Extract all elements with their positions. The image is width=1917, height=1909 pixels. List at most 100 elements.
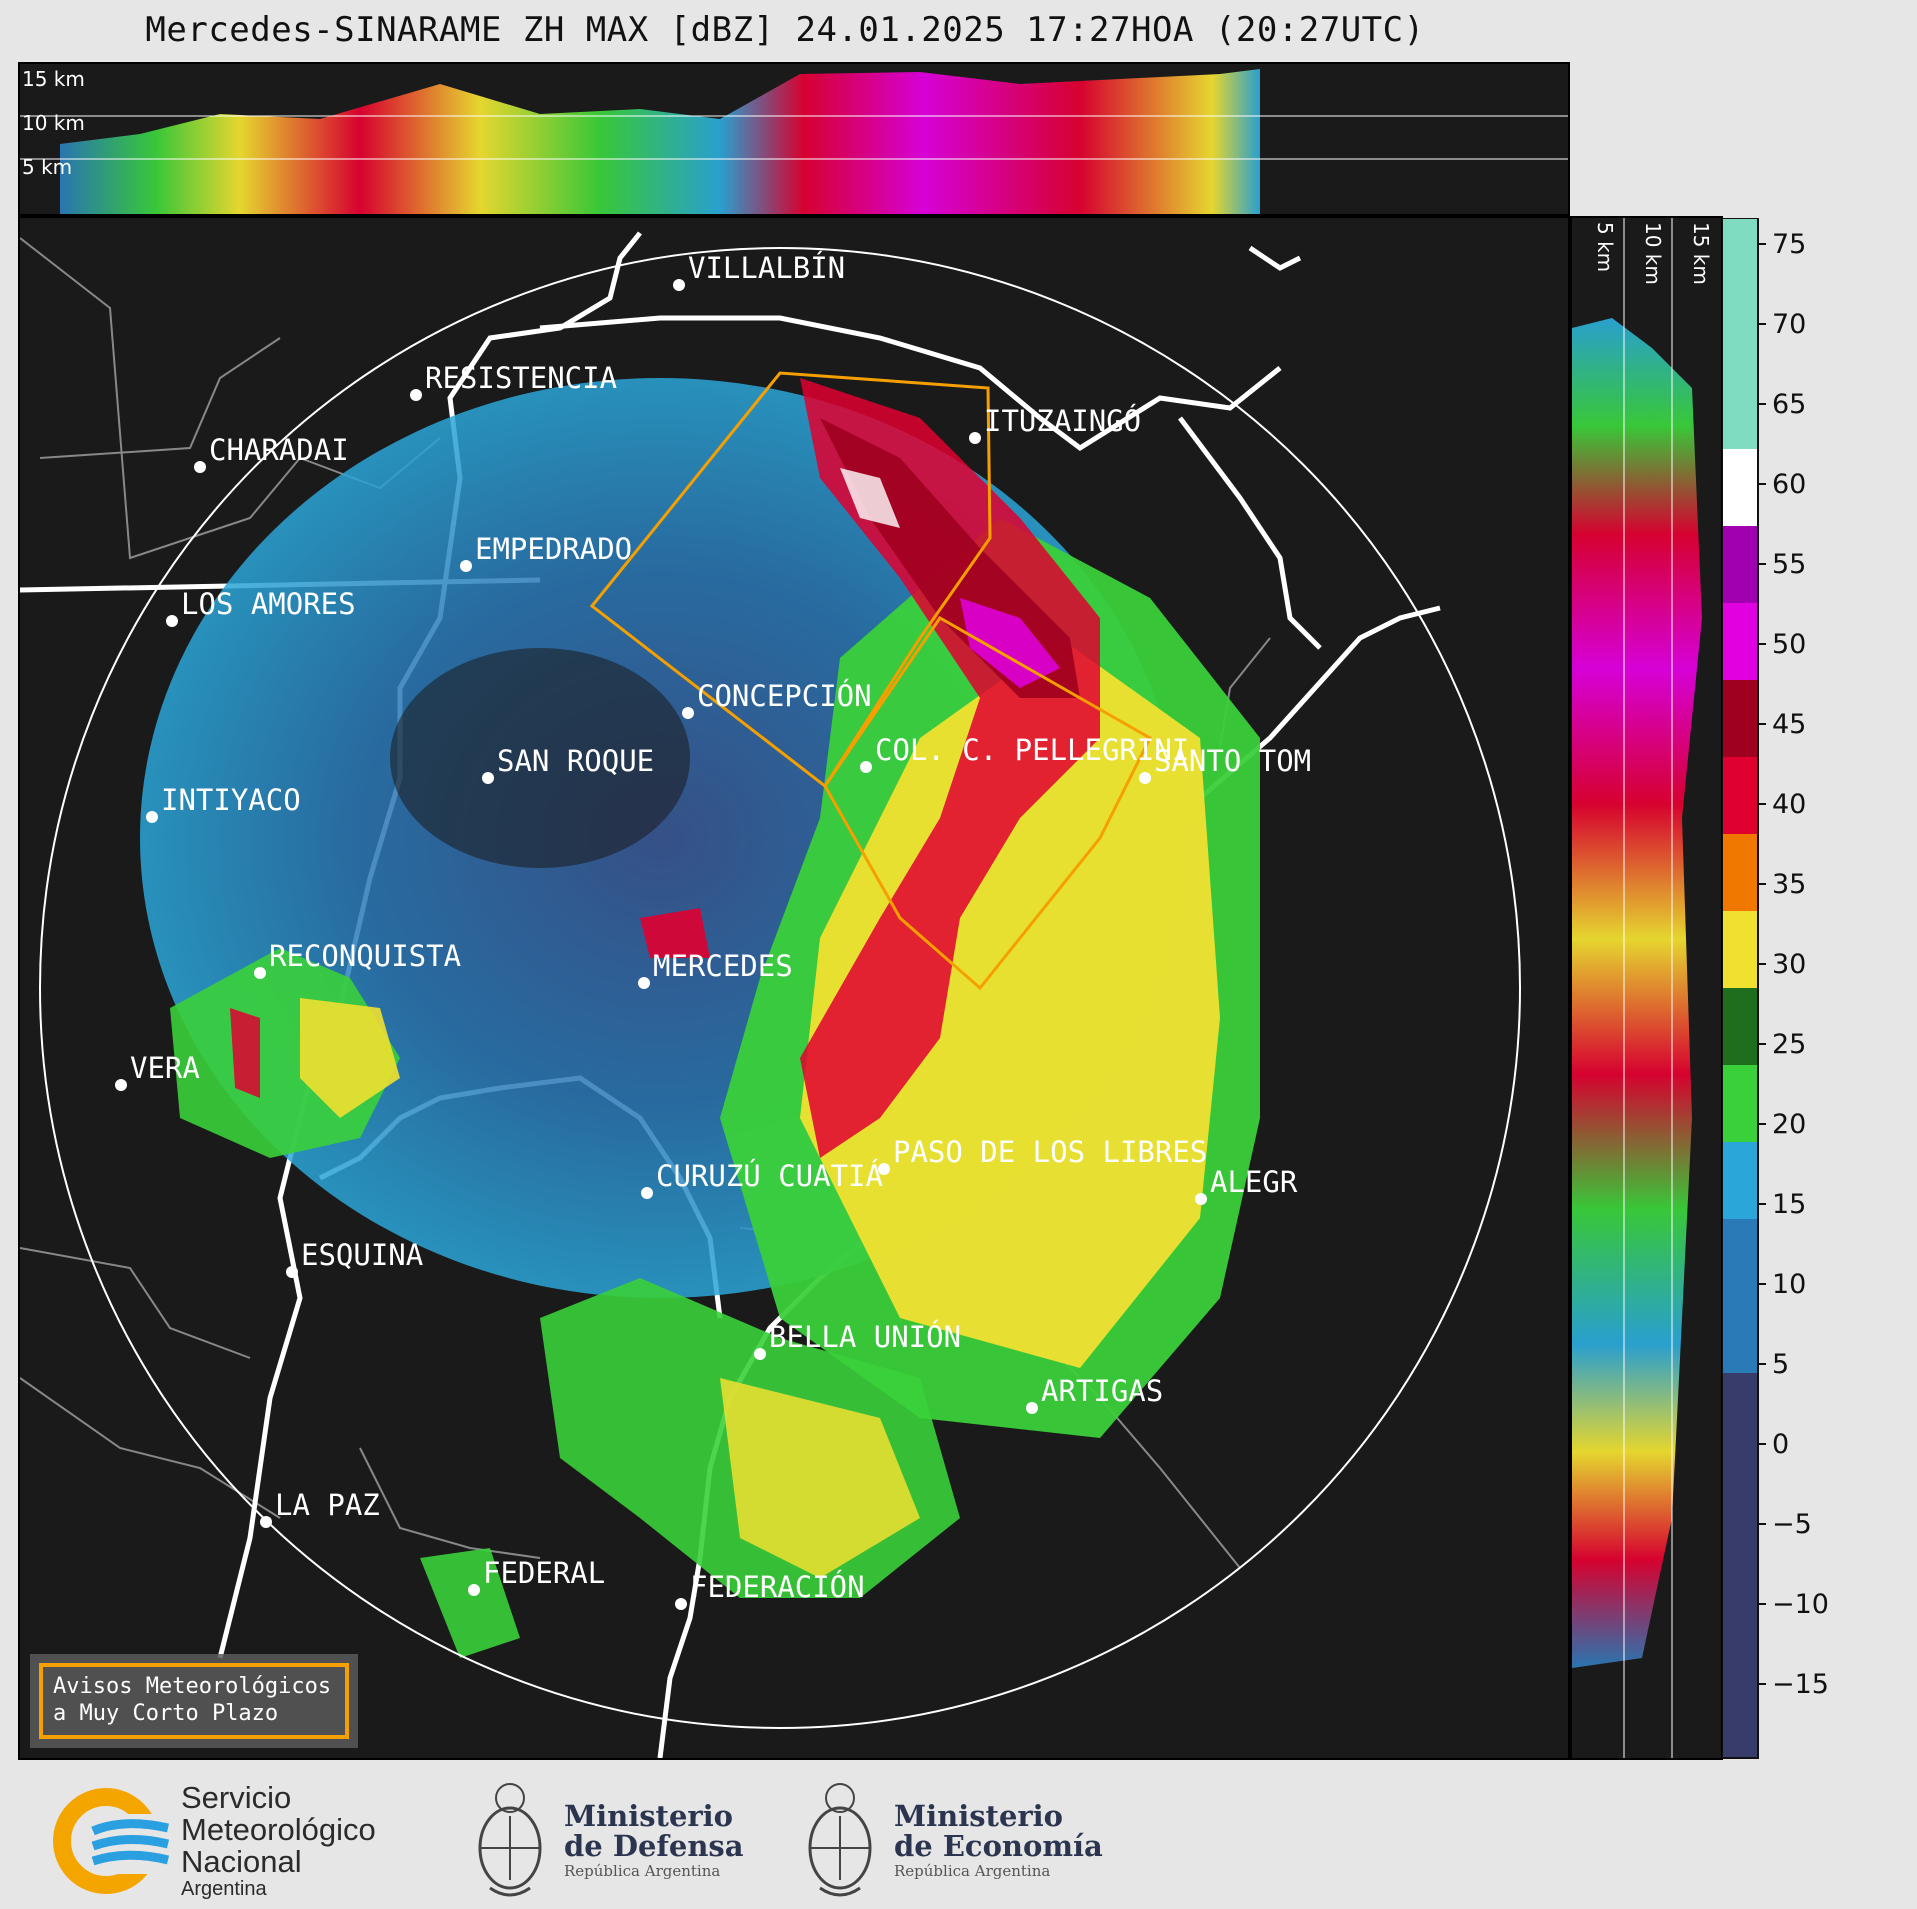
city-markers: VILLALBÍN RESISTENCIA CHARADAI ITUZAINGÓ… (115, 251, 1311, 1610)
city-marker (166, 615, 178, 627)
warning-legend: Avisos Meteorológicos a Muy Corto Plazo (30, 1654, 358, 1748)
city-marker (1139, 772, 1151, 784)
city-label: FEDERACIÓN (690, 1570, 865, 1604)
colorbar-tick-label: −10 (1772, 1589, 1829, 1620)
city-marker (1026, 1402, 1038, 1414)
colorbar-swatch (1722, 603, 1758, 681)
smn-logo: Servicio Meteorológico Nacional Argentin… (48, 1782, 376, 1900)
colorbar-swatch (1722, 295, 1758, 373)
smn-line-4: Argentina (181, 1878, 267, 1900)
radar-map-panel: VILLALBÍN RESISTENCIA CHARADAI ITUZAINGÓ… (18, 216, 1570, 1760)
city-marker (675, 1598, 687, 1610)
colorbar-tick-label: 10 (1772, 1269, 1806, 1300)
smn-line-3: Nacional (181, 1844, 302, 1879)
colorbar-tick-label: 35 (1772, 869, 1806, 900)
colorbar-swatch (1722, 1527, 1758, 1605)
colorbar-tick-label: 65 (1772, 389, 1806, 420)
colorbar-swatch (1722, 1450, 1758, 1528)
top-cross-section-panel: 15 km 10 km 5 km (18, 62, 1570, 216)
city-marker (254, 967, 266, 979)
colorbar-tick-label: 5 (1772, 1349, 1789, 1380)
city-label: VERA (130, 1051, 200, 1085)
colorbar-tick-label: 25 (1772, 1029, 1806, 1060)
city-label: FEDERAL (483, 1556, 605, 1590)
colorbar-swatch (1722, 680, 1758, 758)
city-label: RECONQUISTA (269, 939, 461, 973)
economia-logo: Ministerio de Economía República Argenti… (800, 1776, 1103, 1906)
colorbar-tick-label: 55 (1772, 549, 1806, 580)
city-label: LA PAZ (275, 1488, 380, 1522)
city-label: BELLA UNIÓN (769, 1320, 961, 1354)
city-marker (860, 761, 872, 773)
city-label: SANTO TOM (1154, 744, 1311, 778)
city-label: SAN ROQUE (497, 744, 654, 778)
city-marker (260, 1516, 272, 1528)
city-marker (641, 1187, 653, 1199)
radar-echoes (140, 378, 1260, 1658)
city-marker (878, 1163, 890, 1175)
side-height-label-10: 10 km (1641, 222, 1665, 285)
city-marker (673, 279, 685, 291)
warning-line-1: Avisos Meteorológicos (53, 1674, 332, 1699)
city-marker (969, 432, 981, 444)
city-marker (638, 977, 650, 989)
city-label: MERCEDES (653, 949, 793, 983)
colorbar-swatch (1722, 1219, 1758, 1297)
defensa-line-3: República Argentina (564, 1862, 721, 1880)
economia-line-1: Ministerio (894, 1799, 1064, 1833)
city-label: ALEGR (1210, 1165, 1298, 1199)
top-echo-profile (60, 69, 1260, 214)
city-marker (754, 1348, 766, 1360)
top-height-label-10: 10 km (22, 111, 85, 135)
coat-of-arms-icon (808, 1783, 872, 1897)
colorbar-swatch (1722, 449, 1758, 527)
colorbar-swatch (1722, 526, 1758, 604)
city-label: CURUZÚ CUATIÁ (656, 1159, 883, 1193)
city-marker (410, 389, 422, 401)
colorbar-swatch (1722, 1142, 1758, 1220)
colorbar-tick-label: 45 (1772, 709, 1806, 740)
city-label: CONCEPCIÓN (697, 679, 872, 713)
city-marker (468, 1584, 480, 1596)
city-label: ESQUINA (301, 1238, 423, 1272)
logo-strip: Servicio Meteorológico Nacional Argentin… (0, 1762, 1917, 1909)
top-height-label-5: 5 km (22, 155, 72, 179)
city-label: ARTIGAS (1041, 1374, 1163, 1408)
city-label: COL. C. PELLEGRINI (875, 733, 1189, 767)
city-label: ITUZAINGÓ (984, 404, 1141, 438)
colorbar-tick-label: 60 (1772, 469, 1806, 500)
colorbar-swatch (1722, 1373, 1758, 1451)
colorbar-tick-label: 75 (1772, 229, 1806, 260)
city-marker (682, 707, 694, 719)
colorbar-tick-label: 40 (1772, 789, 1806, 820)
defensa-logo: Ministerio de Defensa República Argentin… (470, 1776, 744, 1906)
city-label: EMPEDRADO (475, 532, 632, 566)
colorbar-tick-label: −15 (1772, 1669, 1829, 1700)
colorbar-swatch (1722, 1681, 1758, 1759)
colorbar-swatches (1722, 218, 1758, 1759)
colorbar-swatch (1722, 988, 1758, 1066)
smn-line-2: Meteorológico (181, 1812, 376, 1847)
smn-line-1: Servicio (181, 1780, 292, 1815)
colorbar-swatch (1722, 372, 1758, 450)
city-label: PASO DE LOS LIBRES (893, 1135, 1207, 1169)
city-marker (1195, 1193, 1207, 1205)
colorbar-tick-label: 0 (1772, 1429, 1789, 1460)
colorbar-tick-label: 20 (1772, 1109, 1806, 1140)
city-marker (482, 772, 494, 784)
side-cross-section-panel: 5 km 10 km 15 km (1570, 216, 1723, 1760)
city-marker (115, 1079, 127, 1091)
warning-polygons (589, 371, 1152, 991)
defensa-line-2: de Defensa (564, 1829, 744, 1863)
side-height-label-5: 5 km (1593, 222, 1617, 272)
colorbar-tick-label: −5 (1772, 1509, 1812, 1540)
city-marker (146, 811, 158, 823)
colorbar-tick-label: 30 (1772, 949, 1806, 980)
colorbar-swatch (1722, 1604, 1758, 1682)
page-title: Mercedes-SINARAME ZH MAX [dBZ] 24.01.202… (145, 10, 1425, 50)
warning-line-2: a Muy Corto Plazo (53, 1701, 279, 1726)
top-height-label-15: 15 km (22, 67, 85, 91)
colorbar-swatch (1722, 911, 1758, 989)
colorbar-swatch (1722, 834, 1758, 912)
